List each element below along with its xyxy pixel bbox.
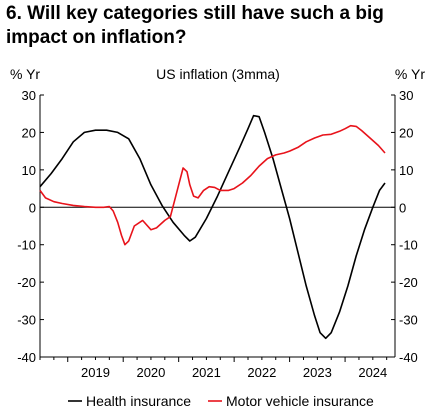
y-tick-label-left: -10	[17, 238, 36, 253]
y-tick-label-left: -40	[17, 350, 36, 365]
x-tick-label: 2021	[192, 365, 221, 380]
legend-label-health-insurance: Health insurance	[86, 393, 191, 409]
y-tick-label-right: -20	[399, 275, 418, 290]
y-tick-label-right: 30	[399, 88, 413, 103]
x-tick-label: 2019	[81, 365, 110, 380]
y-tick-label-left: -30	[17, 313, 36, 328]
chart-subtitle: US inflation (3mma)	[156, 66, 280, 82]
y-tick-label-right: 0	[399, 200, 406, 215]
y-tick-label-right: -30	[399, 313, 418, 328]
left-axis-unit: % Yr	[10, 66, 40, 82]
y-tick-label-right: 10	[399, 163, 413, 178]
y-tick-label-right: 20	[399, 125, 413, 140]
chart-legend: Health insurance Motor vehicle insurance	[68, 393, 374, 409]
x-tick-label: 2020	[136, 365, 165, 380]
x-tick-label: 2023	[303, 365, 332, 380]
y-tick-label-left: -20	[17, 275, 36, 290]
series-line-health-insurance	[39, 114, 386, 340]
x-tick-label: 2022	[247, 365, 276, 380]
chart-title: 6. Will key categories still have such a…	[6, 3, 384, 48]
y-tick-label-left: 10	[22, 163, 36, 178]
y-tick-label-left: 30	[22, 88, 36, 103]
y-tick-label-right: -40	[399, 350, 418, 365]
y-tick-label-left: 0	[29, 200, 36, 215]
chart-series	[39, 114, 386, 340]
series-line-motor-vehicle-insurance	[39, 124, 386, 246]
x-tick-label: 2024	[358, 365, 387, 380]
right-axis-unit: % Yr	[395, 66, 425, 82]
y-tick-label-right: -10	[399, 238, 418, 253]
legend-label-motor-vehicle-insurance: Motor vehicle insurance	[226, 393, 374, 409]
y-tick-label-left: 20	[22, 125, 36, 140]
